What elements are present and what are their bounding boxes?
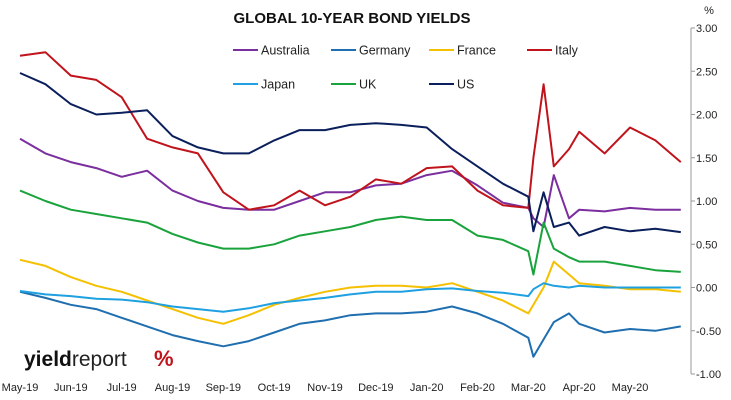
series-line-uk [19,189,681,276]
legend-label-australia: Australia [261,44,310,58]
x-tick-label: Dec-19 [358,382,393,394]
y-axis-ticks: 3.00 2.50 2.00 1.50 1.00 0.50 0.00 -0.50 -1.00 [691,23,721,381]
x-tick-label: Feb-20 [460,382,495,394]
legend-label-italy: Italy [555,44,579,58]
x-tick-label: Jun-19 [54,382,88,394]
series-line-france [19,258,681,325]
x-axis-ticks: May-19 Jun-19 Jul-19 Aug-19 Sep-19 Oct-19 Nov-… [2,382,649,394]
y-axis-unit: % [704,5,714,17]
x-tick-label: Apr-20 [563,382,596,394]
legend: Australia Germany France Italy Japan UK US [233,44,579,92]
y-tick-label: 2.00 [696,110,717,122]
y-tick-label: 1.00 [696,196,717,208]
series-line-italy [19,51,682,211]
x-tick-label: May-20 [612,382,649,394]
y-tick-label: -0.50 [696,326,721,338]
x-tick-label: May-19 [2,382,39,394]
logo-percent-symbol: % [154,346,174,371]
x-tick-label: Oct-19 [258,382,291,394]
y-tick-label: -1.00 [696,369,721,381]
x-tick-label: Aug-19 [155,382,190,394]
y-tick-label: 1.50 [696,153,717,165]
x-tick-label: Jan-20 [410,382,444,394]
legend-label-uk: UK [359,78,377,92]
legend-label-us: US [457,78,474,92]
series-line-japan [19,282,681,313]
legend-label-japan: Japan [261,78,295,92]
legend-label-germany: Germany [359,44,411,58]
logo-text-bold: yield [24,348,72,371]
series-line-germany [19,290,681,358]
logo-text-light: report [72,348,127,371]
series-line-us [19,72,681,237]
x-tick-label: Jul-19 [107,382,137,394]
series-line-australia [19,137,681,228]
yieldreport-logo: yieldreport % [24,346,174,371]
series-lines [19,51,682,358]
y-tick-label: 2.50 [696,66,717,78]
legend-label-france: France [457,44,496,58]
y-tick-label: 0.00 [696,283,717,295]
x-tick-label: Nov-19 [307,382,342,394]
svg-text:yieldreport: yieldreport [24,348,127,371]
x-tick-label: Mar-20 [511,382,546,394]
y-tick-label: 3.00 [696,23,717,35]
chart-title: GLOBAL 10-YEAR BOND YIELDS [234,10,471,27]
y-tick-label: 0.50 [696,239,717,251]
x-tick-label: Sep-19 [206,382,241,394]
